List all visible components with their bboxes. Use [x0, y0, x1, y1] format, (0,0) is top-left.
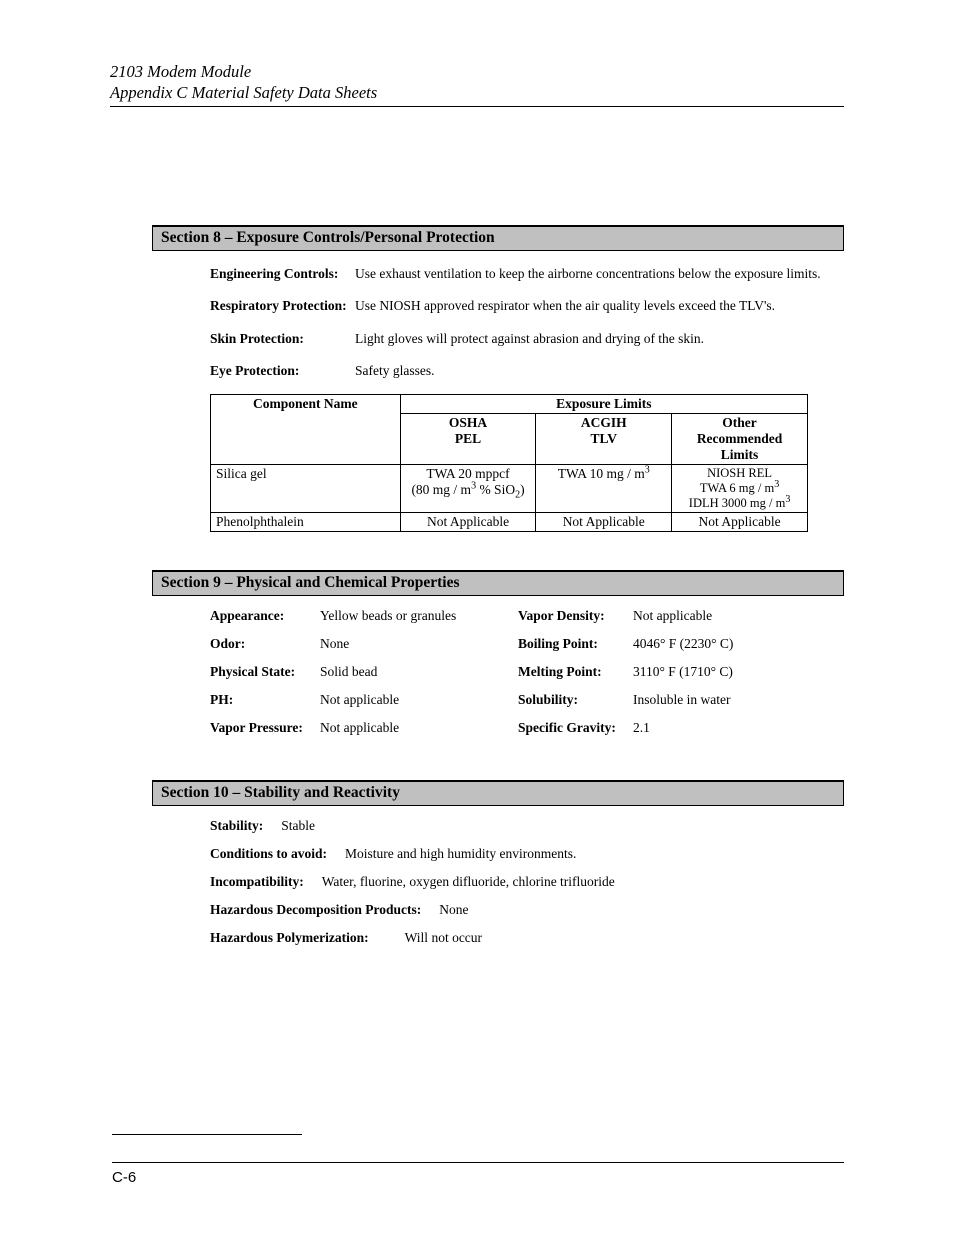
stability-value: Stable: [281, 818, 315, 833]
eye-protection-value: Safety glasses.: [355, 362, 844, 380]
header-line-2: Appendix C Material Safety Data Sheets: [110, 83, 844, 104]
respiratory-protection-row: Respiratory Protection: Use NIOSH approv…: [210, 297, 844, 315]
boiling-point-label: Boiling Point:: [518, 636, 633, 652]
section-9-body: Appearance:Yellow beads or granules Vapo…: [210, 608, 844, 736]
physical-state-value: Solid bead: [320, 664, 377, 680]
respiratory-protection-value: Use NIOSH approved respirator when the a…: [355, 297, 844, 315]
skin-protection-row: Skin Protection: Light gloves will prote…: [210, 330, 844, 348]
skin-protection-label: Skin Protection:: [210, 330, 355, 348]
vapor-pressure-label: Vapor Pressure:: [210, 720, 320, 736]
conditions-label: Conditions to avoid:: [210, 846, 327, 861]
physical-state-label: Physical State:: [210, 664, 320, 680]
hazdecomp-row: Hazardous Decomposition Products: None: [210, 902, 844, 918]
appearance-value: Yellow beads or granules: [320, 608, 456, 624]
table-row: Phenolphthalein Not Applicable Not Appli…: [211, 513, 808, 532]
conditions-value: Moisture and high humidity environments.: [345, 846, 576, 861]
melting-point-label: Melting Point:: [518, 664, 633, 680]
odor-label: Odor:: [210, 636, 320, 652]
page-header: 2103 Modem Module Appendix C Material Sa…: [110, 62, 844, 107]
page-content: 2103 Modem Module Appendix C Material Sa…: [0, 0, 954, 986]
boiling-point-value: 4046° F (2230° C): [633, 636, 733, 652]
section-8-title: Section 8 – Exposure Controls/Personal P…: [152, 225, 844, 251]
incompatibility-row: Incompatibility: Water, fluorine, oxygen …: [210, 874, 844, 890]
table-row: Component Name Exposure Limits: [211, 395, 808, 414]
stability-row: Stability: Stable: [210, 818, 844, 834]
section-8-body: Engineering Controls: Use exhaust ventil…: [210, 265, 844, 380]
section-9-title: Section 9 – Physical and Chemical Proper…: [152, 570, 844, 596]
section-10-title: Section 10 – Stability and Reactivity: [152, 780, 844, 806]
cell-phenol-other: Not Applicable: [672, 513, 808, 532]
vapor-density-label: Vapor Density:: [518, 608, 633, 624]
hazpoly-row: Hazardous Polymerization: Will not occur: [210, 930, 844, 946]
eye-protection-row: Eye Protection: Safety glasses.: [210, 362, 844, 380]
solubility-label: Solubility:: [518, 692, 633, 708]
hazdecomp-value: None: [439, 902, 468, 917]
vapor-density-value: Not applicable: [633, 608, 712, 624]
conditions-row: Conditions to avoid: Moisture and high hu…: [210, 846, 844, 862]
th-other: Other Recommended Limits: [672, 414, 808, 465]
hazpoly-label: Hazardous Polymerization:: [210, 930, 369, 945]
incompatibility-value: Water, fluorine, oxygen difluoride, chlo…: [322, 874, 615, 889]
cell-phenol-name: Phenolphthalein: [211, 513, 401, 532]
prop-row: PH:Not applicable Solubility:Insoluble i…: [210, 692, 844, 708]
prop-row: Appearance:Yellow beads or granules Vapo…: [210, 608, 844, 624]
hazdecomp-label: Hazardous Decomposition Products:: [210, 902, 421, 917]
header-line-1: 2103 Modem Module: [110, 62, 844, 83]
cell-silica-osha: TWA 20 mppcf (80 mg / m3 % SiO2): [400, 465, 536, 513]
ph-label: PH:: [210, 692, 320, 708]
section-10-body: Stability: Stable Conditions to avoid: Moi…: [210, 818, 844, 946]
table-row: Silica gel TWA 20 mppcf (80 mg / m3 % Si…: [211, 465, 808, 513]
prop-row: Physical State:Solid bead Melting Point:…: [210, 664, 844, 680]
footnote-rule: [112, 1134, 302, 1135]
specific-gravity-value: 2.1: [633, 720, 650, 736]
incompatibility-label: Incompatibility:: [210, 874, 304, 889]
prop-row: Vapor Pressure:Not applicable Specific G…: [210, 720, 844, 736]
engineering-controls-value: Use exhaust ventilation to keep the airb…: [355, 265, 844, 283]
footer-rule: [112, 1162, 844, 1163]
exposure-limits-table: Component Name Exposure Limits OSHA PEL …: [210, 394, 808, 532]
engineering-controls-label: Engineering Controls:: [210, 265, 355, 283]
page-number: C-6: [112, 1169, 136, 1186]
th-component-name: Component Name: [211, 395, 401, 465]
solubility-value: Insoluble in water: [633, 692, 730, 708]
cell-silica-acgih: TWA 10 mg / m3: [536, 465, 672, 513]
vapor-pressure-value: Not applicable: [320, 720, 399, 736]
odor-value: None: [320, 636, 349, 652]
th-osha: OSHA PEL: [400, 414, 536, 465]
specific-gravity-label: Specific Gravity:: [518, 720, 633, 736]
th-exposure-limits: Exposure Limits: [400, 395, 807, 414]
appearance-label: Appearance:: [210, 608, 320, 624]
stability-label: Stability:: [210, 818, 263, 833]
cell-silica-other: NIOSH REL TWA 6 mg / m3 IDLH 3000 mg / m…: [672, 465, 808, 513]
cell-phenol-osha: Not Applicable: [400, 513, 536, 532]
eye-protection-label: Eye Protection:: [210, 362, 355, 380]
skin-protection-value: Light gloves will protect against abrasi…: [355, 330, 844, 348]
respiratory-protection-label: Respiratory Protection:: [210, 297, 355, 315]
melting-point-value: 3110° F (1710° C): [633, 664, 733, 680]
prop-row: Odor:None Boiling Point:4046° F (2230° C…: [210, 636, 844, 652]
hazpoly-value: Will not occur: [405, 930, 482, 945]
cell-silica-name: Silica gel: [211, 465, 401, 513]
engineering-controls-row: Engineering Controls: Use exhaust ventil…: [210, 265, 844, 283]
cell-phenol-acgih: Not Applicable: [536, 513, 672, 532]
th-acgih: ACGIH TLV: [536, 414, 672, 465]
ph-value: Not applicable: [320, 692, 399, 708]
